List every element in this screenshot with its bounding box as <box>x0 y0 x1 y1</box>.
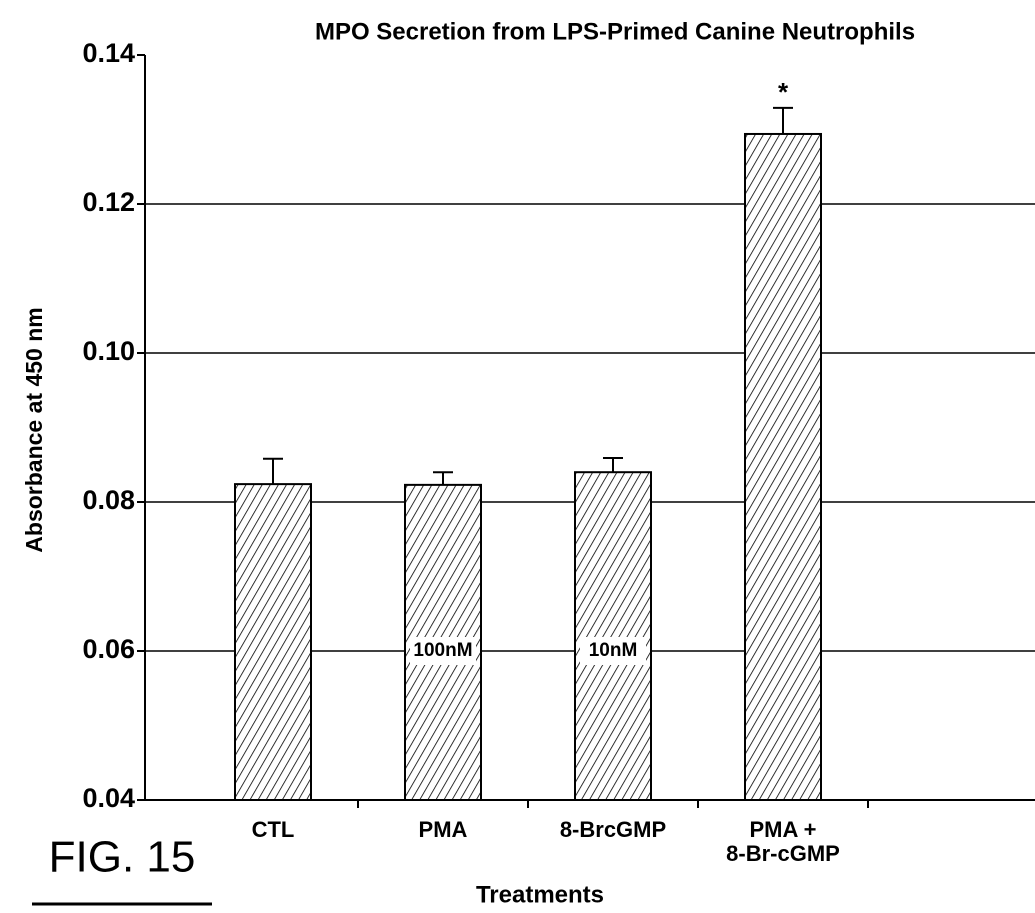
y-tick-label: 0.12 <box>82 187 135 217</box>
x-tick-label: PMA <box>418 817 468 842</box>
figure-label: FIG. 15 <box>49 833 196 882</box>
x-tick-label: CTL <box>251 817 295 842</box>
x-axis-label: Treatments <box>476 881 604 908</box>
significance-marker: * <box>778 77 789 107</box>
bar <box>744 132 822 802</box>
y-axis-label: Absorbance at 450 nm <box>21 307 47 552</box>
y-tick-label: 0.04 <box>82 783 135 813</box>
bar <box>234 483 312 801</box>
y-tick-label: 0.14 <box>82 38 135 68</box>
y-tick-label: 0.10 <box>82 336 135 366</box>
x-tick-label: PMA + 8-Br-cGMP <box>726 817 840 866</box>
y-tick-label: 0.06 <box>82 634 135 664</box>
bar-annotation: 100nM <box>413 640 472 661</box>
bar-annotation: 10nM <box>589 640 638 661</box>
y-tick-label: 0.08 <box>82 485 135 515</box>
chart-title: MPO Secretion from LPS-Primed Canine Neu… <box>315 18 915 45</box>
label-background <box>410 637 476 665</box>
bar <box>574 471 652 801</box>
label-background <box>580 637 646 665</box>
x-tick-label: 8-BrcGMP <box>559 817 667 842</box>
